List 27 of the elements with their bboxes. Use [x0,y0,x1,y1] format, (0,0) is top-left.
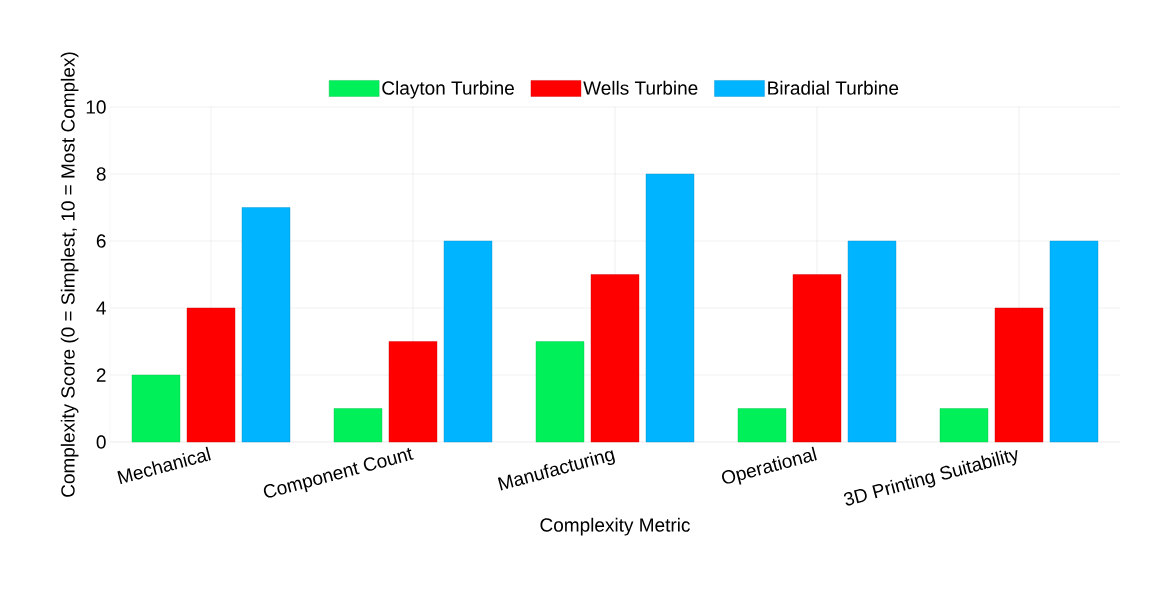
bar [994,307,1044,443]
bar [535,341,585,443]
bar [645,173,695,443]
bar [737,408,787,443]
bar [939,408,989,443]
legend-label: Biradial Turbine [768,80,899,95]
bar [241,207,291,443]
bar [847,240,897,443]
y-axis-title: Complexity Score (0 = Simplest, 10 = Most Complex) [60,52,79,497]
legend-label: Wells Turbine [583,80,698,95]
y-tick-label: 10 [86,100,106,114]
x-tick-label: 3D Printing Suitability [843,449,1018,506]
y-tick-label: 4 [96,301,106,315]
bar [388,341,438,443]
x-axis-title: Complexity Metric [540,517,690,536]
legend-label: Clayton Turbine [382,80,514,99]
bar [792,274,842,443]
y-tick-label: 0 [96,435,106,449]
bar [443,240,493,443]
bar [186,307,236,443]
bar [1049,240,1099,443]
y-tick-label: 2 [96,368,106,382]
bar [590,274,640,443]
bar [131,374,181,443]
y-tick-label: 8 [96,167,106,181]
y-tick-label: 6 [96,234,106,248]
bar [333,408,383,443]
